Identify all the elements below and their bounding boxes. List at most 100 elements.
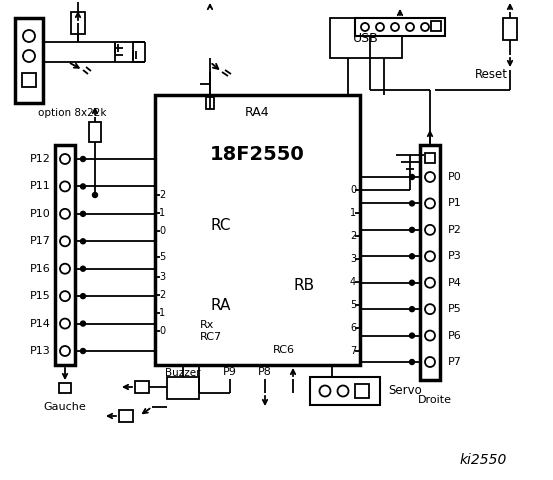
Text: Gauche: Gauche <box>44 402 86 412</box>
Text: P8: P8 <box>258 367 272 377</box>
Circle shape <box>92 192 97 197</box>
Bar <box>355 384 369 398</box>
Circle shape <box>425 304 435 314</box>
Bar <box>55 145 75 365</box>
Circle shape <box>361 23 369 31</box>
Text: Reset: Reset <box>475 69 508 82</box>
Circle shape <box>425 278 435 288</box>
Circle shape <box>410 280 415 285</box>
Bar <box>310 377 380 405</box>
Circle shape <box>410 333 415 338</box>
Text: USB: USB <box>353 32 379 45</box>
Circle shape <box>391 23 399 31</box>
Circle shape <box>60 181 70 192</box>
Text: P4: P4 <box>448 278 462 288</box>
Circle shape <box>425 225 435 235</box>
Circle shape <box>81 266 86 271</box>
Circle shape <box>81 184 86 189</box>
Text: P10: P10 <box>30 209 51 219</box>
Text: 4: 4 <box>350 277 356 287</box>
Circle shape <box>81 156 86 161</box>
Bar <box>503 18 517 40</box>
Text: Rx: Rx <box>200 320 215 330</box>
Text: 5: 5 <box>350 300 356 310</box>
Text: RA4: RA4 <box>245 107 270 120</box>
Bar <box>431 21 441 31</box>
Circle shape <box>23 30 35 42</box>
Text: P17: P17 <box>30 236 51 246</box>
Circle shape <box>81 211 86 216</box>
Circle shape <box>410 307 415 312</box>
Text: Droite: Droite <box>418 395 452 405</box>
Circle shape <box>425 252 435 261</box>
Bar <box>420 145 440 380</box>
Text: option 8x22k: option 8x22k <box>38 108 106 118</box>
Text: P15: P15 <box>30 291 51 301</box>
Circle shape <box>60 209 70 219</box>
Text: RC7: RC7 <box>200 332 222 342</box>
Bar <box>119 410 133 422</box>
Text: 7: 7 <box>350 346 356 356</box>
Bar <box>71 12 85 34</box>
Text: P11: P11 <box>30 181 51 192</box>
Text: P14: P14 <box>30 319 51 329</box>
Bar <box>206 97 214 109</box>
Text: P12: P12 <box>30 154 51 164</box>
Text: 18F2550: 18F2550 <box>210 145 305 165</box>
Circle shape <box>60 346 70 356</box>
Circle shape <box>425 357 435 367</box>
Text: 2: 2 <box>159 290 165 300</box>
Bar <box>155 95 360 365</box>
Circle shape <box>320 385 331 396</box>
Text: RA: RA <box>210 298 231 312</box>
Bar <box>89 122 101 142</box>
Circle shape <box>410 360 415 364</box>
Bar <box>135 381 149 393</box>
Circle shape <box>81 239 86 244</box>
Text: P5: P5 <box>448 304 462 314</box>
Text: P1: P1 <box>448 198 462 208</box>
Text: P0: P0 <box>448 172 462 182</box>
Text: P6: P6 <box>448 331 462 341</box>
Text: 1: 1 <box>159 308 165 318</box>
Circle shape <box>23 50 35 62</box>
Circle shape <box>410 201 415 206</box>
Circle shape <box>60 264 70 274</box>
Text: 0: 0 <box>350 185 356 195</box>
Circle shape <box>60 236 70 246</box>
Circle shape <box>410 228 415 232</box>
Text: RC: RC <box>210 217 231 232</box>
Circle shape <box>410 175 415 180</box>
Circle shape <box>81 348 86 353</box>
Text: 3: 3 <box>350 254 356 264</box>
Text: P7: P7 <box>448 357 462 367</box>
Text: P2: P2 <box>448 225 462 235</box>
Bar <box>15 18 43 103</box>
Text: 2: 2 <box>159 190 165 200</box>
Text: P16: P16 <box>30 264 51 274</box>
Text: Servo: Servo <box>388 384 422 397</box>
Bar <box>167 377 199 399</box>
Circle shape <box>425 198 435 208</box>
Circle shape <box>81 294 86 299</box>
Circle shape <box>337 385 348 396</box>
Text: 3: 3 <box>159 272 165 282</box>
Bar <box>59 383 71 393</box>
Circle shape <box>406 23 414 31</box>
Text: 1: 1 <box>159 208 165 218</box>
Circle shape <box>60 319 70 329</box>
Circle shape <box>410 254 415 259</box>
Text: P9: P9 <box>223 367 237 377</box>
Circle shape <box>421 23 429 31</box>
Bar <box>425 153 435 163</box>
Text: 6: 6 <box>350 323 356 333</box>
Text: Buzzer: Buzzer <box>165 368 201 378</box>
Circle shape <box>81 321 86 326</box>
Text: P13: P13 <box>30 346 51 356</box>
Circle shape <box>425 172 435 182</box>
Bar <box>330 18 402 58</box>
Text: 0: 0 <box>159 226 165 236</box>
Circle shape <box>60 291 70 301</box>
Text: 0: 0 <box>159 326 165 336</box>
Bar <box>22 73 36 87</box>
